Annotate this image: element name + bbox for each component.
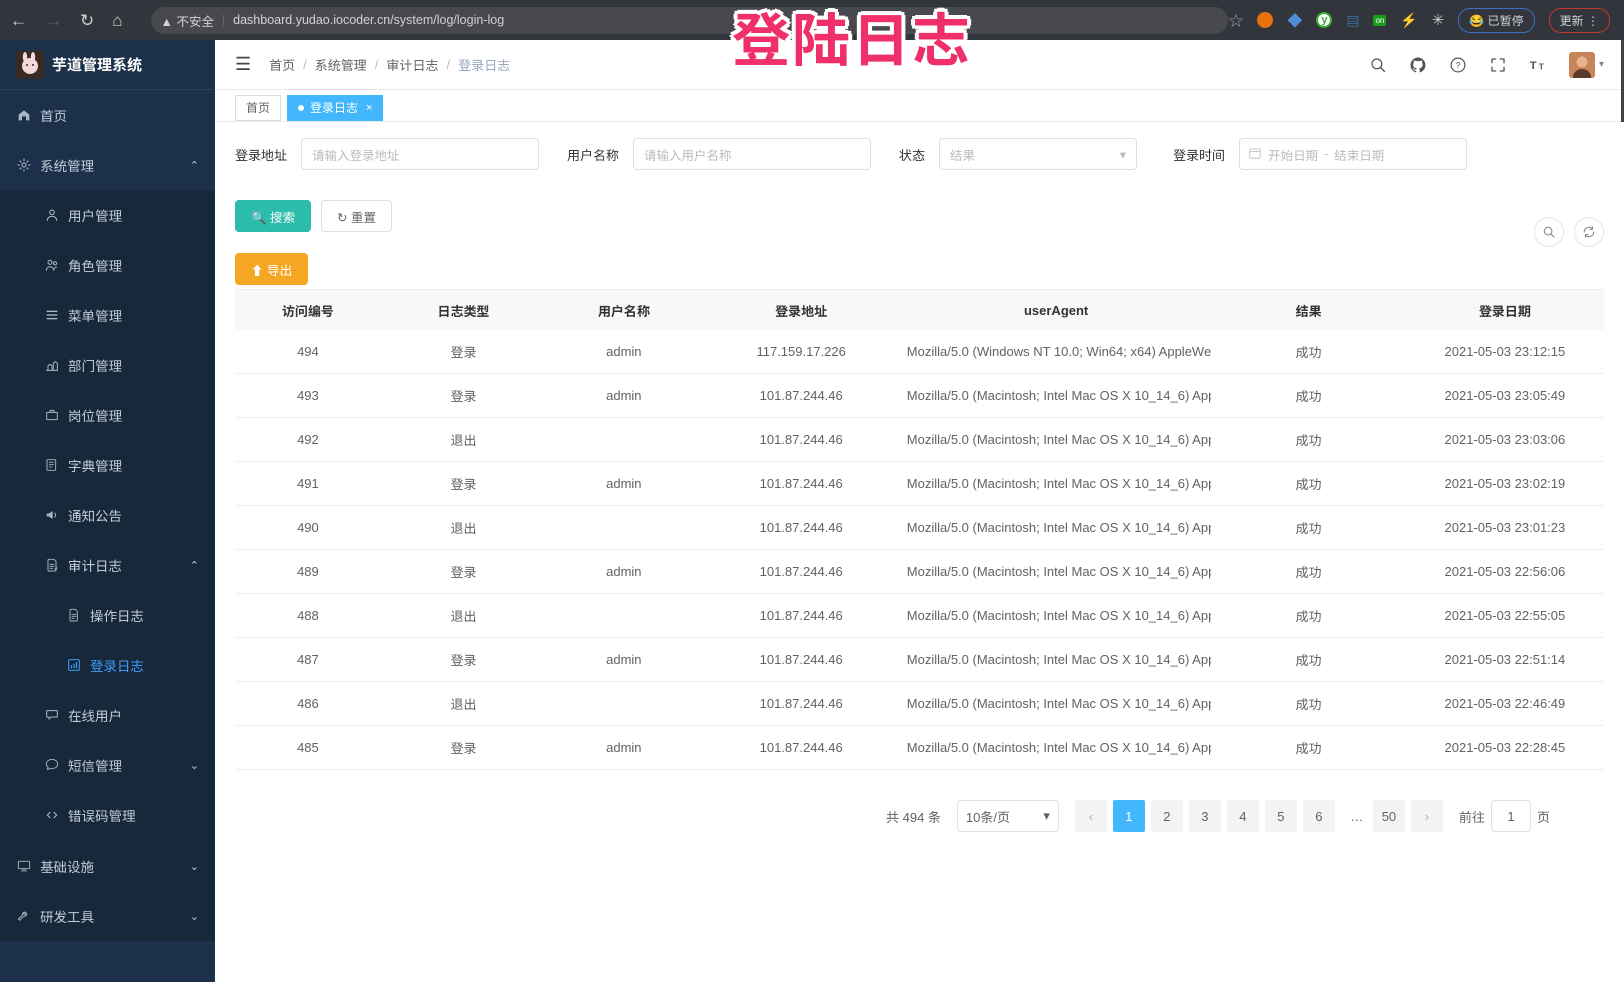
svg-text:T: T — [1539, 62, 1544, 71]
svg-text:?: ? — [1456, 61, 1461, 70]
svg-text:T: T — [1530, 59, 1537, 71]
